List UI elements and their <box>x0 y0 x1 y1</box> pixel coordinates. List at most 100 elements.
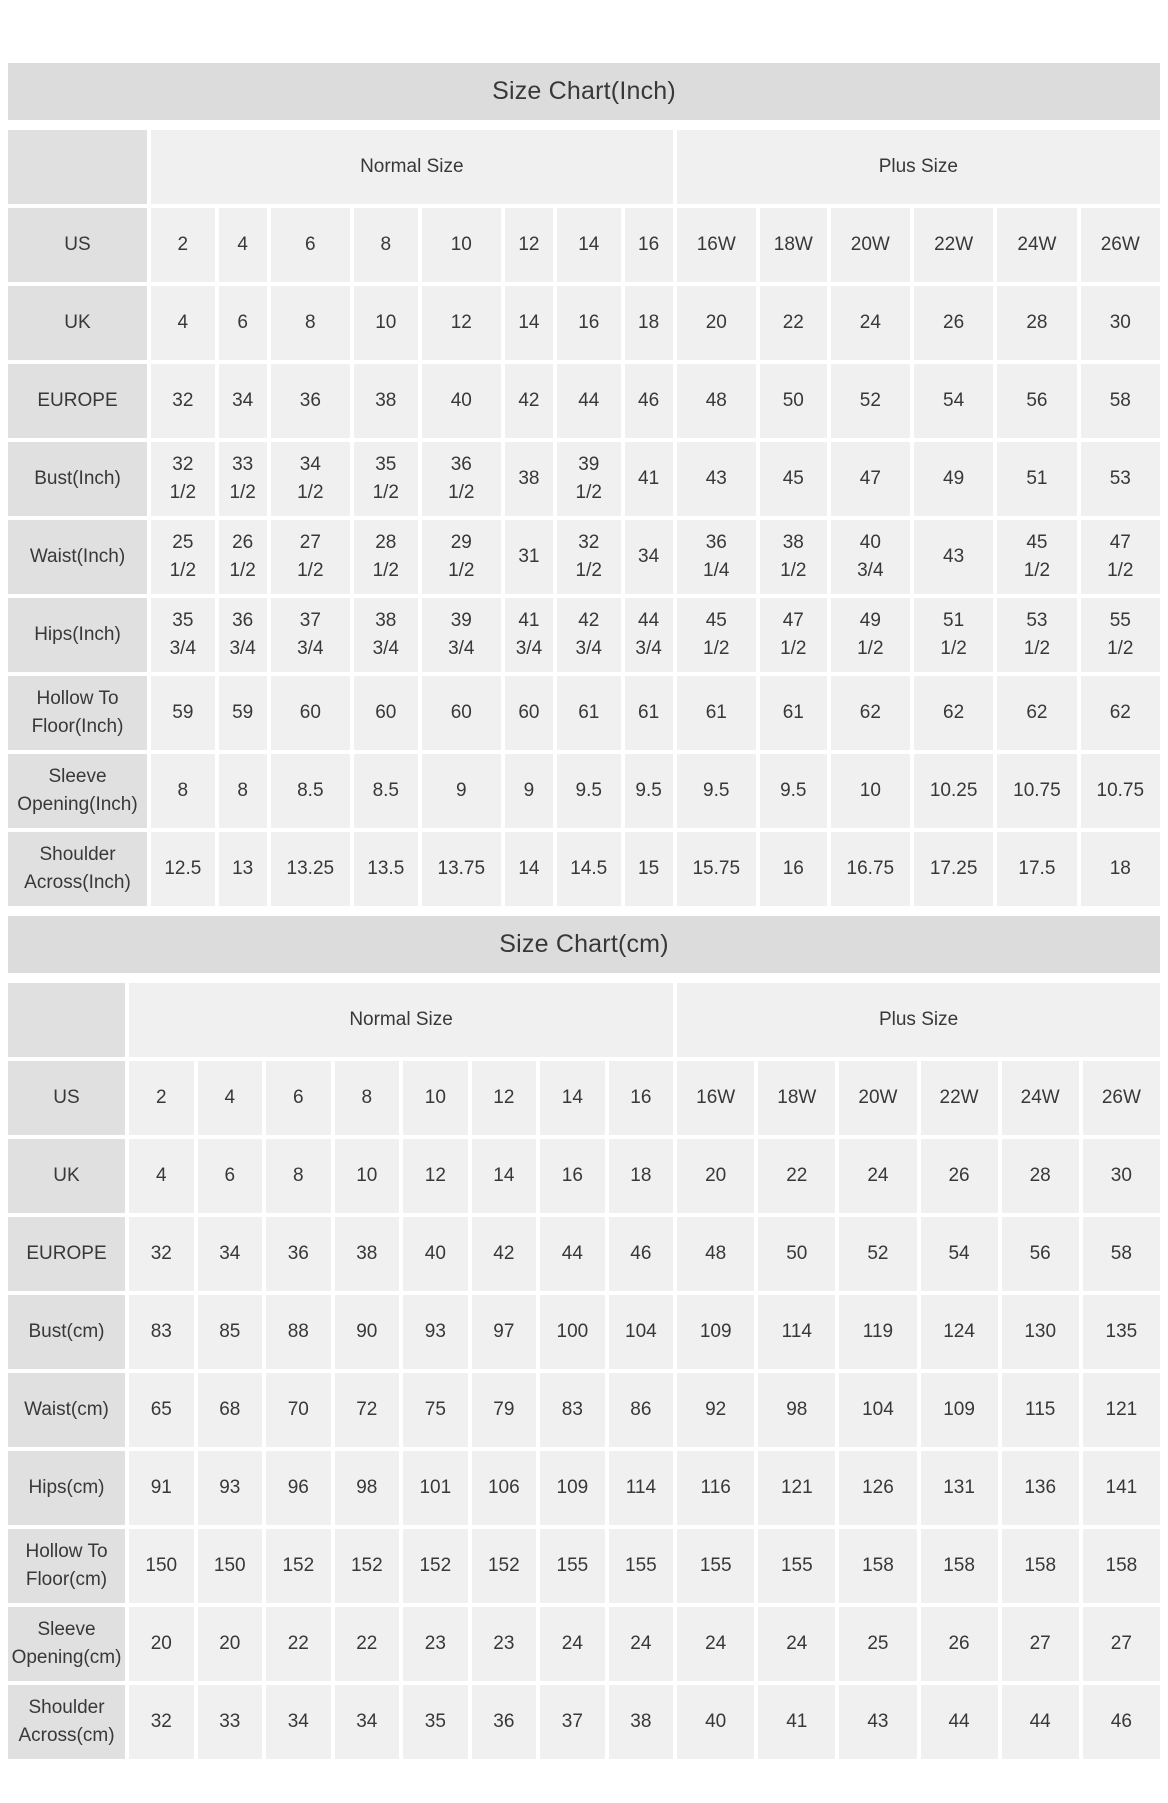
size-cell: 32 <box>129 1217 194 1291</box>
group-header-row: Normal Size Plus Size <box>8 983 1160 1057</box>
size-cell: 12 <box>421 286 501 360</box>
size-cell: 59 <box>151 676 215 750</box>
group-header-plus-size: Plus Size <box>677 983 1160 1057</box>
size-cell: 4 <box>218 208 267 282</box>
size-cell: 36 1/2 <box>421 442 501 516</box>
size-cell: 26 <box>913 286 994 360</box>
row-label: UK <box>8 1139 125 1213</box>
size-cell: 10.25 <box>913 754 994 828</box>
row-label: Bust(Inch) <box>8 442 147 516</box>
size-cell: 38 <box>334 1217 400 1291</box>
size-cell: 9.5 <box>556 754 621 828</box>
size-cell: 86 <box>608 1373 674 1447</box>
size-cell: 39 3/4 <box>421 598 501 672</box>
size-cell: 8 <box>151 754 215 828</box>
group-header-row: Normal Size Plus Size <box>8 130 1160 204</box>
size-cell: 33 1/2 <box>218 442 267 516</box>
size-cell: 91 <box>129 1451 194 1525</box>
size-cell: 10 <box>421 208 501 282</box>
size-cell: 2 <box>129 1061 194 1135</box>
size-row-shoulder-across-cm-cm: Shoulder Across(cm) 32 33 34 34 35 36 37 38 40 41 4… <box>8 1685 1160 1759</box>
size-cell: 24W <box>1001 1061 1079 1135</box>
size-row-us-inch: US 2 4 6 8 10 12 14 16 16W 18W 20W 22W 24W 26W <box>8 208 1160 282</box>
size-cell: 20W <box>830 208 910 282</box>
size-cell: 37 <box>540 1685 605 1759</box>
size-cell: 101 <box>403 1451 468 1525</box>
size-cell: 24 <box>608 1607 674 1681</box>
size-cell: 47 1/2 <box>759 598 827 672</box>
size-cell: 16 <box>608 1061 674 1135</box>
size-cell: 8 <box>270 286 350 360</box>
size-cell: 26 <box>920 1139 998 1213</box>
size-row-waist-cm-cm: Waist(cm) 65 68 70 72 75 79 83 86 92 98 104 109 115 12… <box>8 1373 1160 1447</box>
size-chart-inch-table: Normal Size Plus Size US 2 4 6 8 10 12 14 16 16W 18W… <box>4 126 1164 910</box>
size-row-uk-inch: UK 4 6 8 10 12 14 16 18 20 22 24 26 28 30 <box>8 286 1160 360</box>
row-label: UK <box>8 286 147 360</box>
size-cell: 8 <box>334 1061 400 1135</box>
size-cell: 9 <box>421 754 501 828</box>
corner-cell <box>8 130 147 204</box>
size-cell: 34 <box>334 1685 400 1759</box>
size-cell: 36 3/4 <box>218 598 267 672</box>
size-cell: 93 <box>197 1451 263 1525</box>
size-cell: 35 <box>403 1685 468 1759</box>
size-cell: 150 <box>129 1529 194 1603</box>
size-cell: 14 <box>556 208 621 282</box>
size-cell: 158 <box>1001 1529 1079 1603</box>
size-cell: 62 <box>830 676 910 750</box>
size-cell: 40 3/4 <box>830 520 910 594</box>
size-cell: 16.75 <box>830 832 910 906</box>
size-cell: 48 <box>677 1217 755 1291</box>
row-label: US <box>8 1061 125 1135</box>
row-label: EUROPE <box>8 364 147 438</box>
size-cell: 155 <box>608 1529 674 1603</box>
size-cell: 59 <box>218 676 267 750</box>
size-cell: 58 <box>1082 1217 1160 1291</box>
size-cell: 93 <box>403 1295 468 1369</box>
size-cell: 70 <box>266 1373 331 1447</box>
size-cell: 28 <box>1001 1139 1079 1213</box>
size-cell: 52 <box>830 364 910 438</box>
size-cell: 33 <box>197 1685 263 1759</box>
size-cell: 28 <box>997 286 1077 360</box>
size-cell: 38 1/2 <box>759 520 827 594</box>
size-cell: 60 <box>504 676 553 750</box>
size-cell: 88 <box>266 1295 331 1369</box>
size-cell: 62 <box>997 676 1077 750</box>
size-cell: 75 <box>403 1373 468 1447</box>
size-cell: 6 <box>270 208 350 282</box>
size-cell: 96 <box>266 1451 331 1525</box>
size-cell: 22 <box>266 1607 331 1681</box>
size-cell: 49 1/2 <box>830 598 910 672</box>
size-cell: 42 <box>504 364 553 438</box>
row-label: Shoulder Across(Inch) <box>8 832 147 906</box>
size-cell: 41 <box>624 442 673 516</box>
size-cell: 4 <box>151 286 215 360</box>
size-cell: 14 <box>504 832 553 906</box>
size-cell: 34 <box>624 520 673 594</box>
size-cell: 135 <box>1082 1295 1160 1369</box>
size-cell: 97 <box>471 1295 537 1369</box>
size-cell: 65 <box>129 1373 194 1447</box>
size-cell: 2 <box>151 208 215 282</box>
size-cell: 20 <box>129 1607 194 1681</box>
size-cell: 53 <box>1080 442 1160 516</box>
corner-cell <box>8 983 125 1057</box>
size-cell: 26 1/2 <box>218 520 267 594</box>
size-cell: 20 <box>197 1607 263 1681</box>
size-cell: 46 <box>608 1217 674 1291</box>
size-cell: 22 <box>758 1139 836 1213</box>
size-cell: 16 <box>624 208 673 282</box>
row-label: Hips(Inch) <box>8 598 147 672</box>
size-cell: 27 <box>1082 1607 1160 1681</box>
size-cell: 40 <box>403 1217 468 1291</box>
size-cell: 92 <box>677 1373 755 1447</box>
size-cell: 152 <box>403 1529 468 1603</box>
size-cell: 44 <box>920 1685 998 1759</box>
size-cell: 45 1/2 <box>997 520 1077 594</box>
size-cell: 131 <box>920 1451 998 1525</box>
size-cell: 56 <box>997 364 1077 438</box>
size-cell: 9.5 <box>676 754 756 828</box>
size-cell: 152 <box>266 1529 331 1603</box>
size-cell: 50 <box>758 1217 836 1291</box>
